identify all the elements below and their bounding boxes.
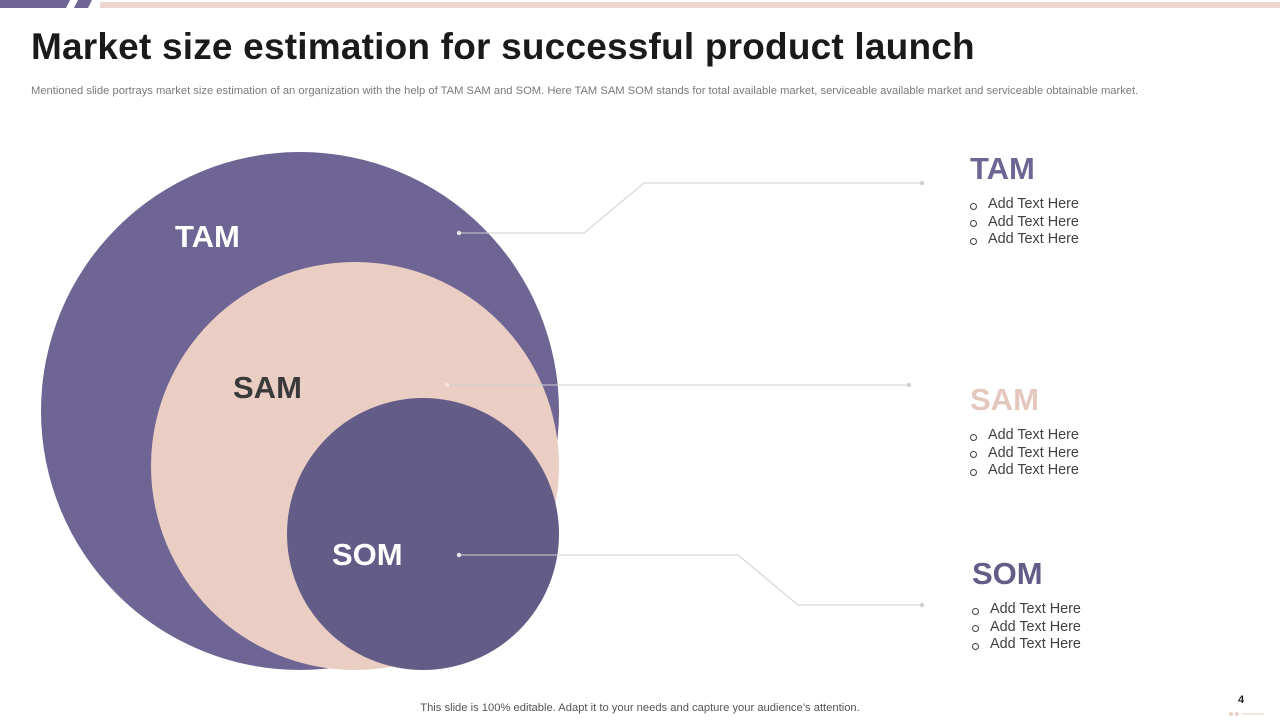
list-item-text: Add Text Here (990, 618, 1081, 635)
list-item-text: Add Text Here (988, 444, 1079, 461)
tam-heading: TAM (970, 151, 1035, 186)
page-subtitle: Mentioned slide portrays market size est… (31, 85, 1139, 97)
som-connector-dot-end (919, 602, 925, 608)
circle-bullet-icon (970, 433, 977, 441)
top-bar-dark-segment (0, 0, 70, 8)
deco-dot-1 (1229, 712, 1233, 716)
page-title: Market size estimation for successful pr… (31, 26, 975, 67)
som-connector-dot-start (456, 552, 462, 558)
list-item-text: Add Text Here (988, 462, 1079, 479)
circle-bullet-icon (972, 642, 979, 650)
list-item: Add Text Here (970, 214, 1210, 232)
sam-heading: SAM (970, 382, 1039, 417)
list-item-text: Add Text Here (988, 196, 1079, 212)
list-item: Add Text Here (970, 231, 1210, 249)
list-item-text: Add Text Here (988, 231, 1079, 248)
circle-bullet-icon (972, 607, 979, 615)
circle-bullet-icon (970, 220, 977, 228)
list-item-text: Add Text Here (990, 636, 1081, 653)
list-item: Add Text Here (972, 636, 1212, 654)
som-connector-line (459, 554, 922, 606)
sam-circle-label: SAM (233, 370, 302, 405)
tam-bullet-list: Add Text Here Add Text Here Add Text Her… (970, 196, 1210, 249)
tam-connector-dot-start (456, 230, 462, 236)
list-item: Add Text Here (970, 445, 1210, 463)
footer-text: This slide is 100% editable. Adapt it to… (420, 702, 860, 714)
list-item: Add Text Here (970, 462, 1210, 480)
circle-bullet-icon (972, 625, 979, 633)
list-item: Add Text Here (972, 601, 1212, 619)
tam-detail-block: TAM Add Text Here Add Text Here Add Text… (970, 152, 1210, 249)
sam-bullet-list: Add Text Here Add Text Here Add Text Her… (970, 427, 1210, 480)
list-item-text: Add Text Here (990, 601, 1081, 617)
sam-connector-dot-start (444, 382, 450, 388)
som-bullet-list: Add Text Here Add Text Here Add Text Her… (972, 601, 1212, 654)
sam-connector-dot-end (906, 382, 912, 388)
tam-connector-dot-end (919, 180, 925, 186)
sam-detail-block: SAM Add Text Here Add Text Here Add Text… (970, 383, 1210, 480)
list-item-text: Add Text Here (988, 427, 1079, 443)
footer-note: This slide is 100% editable. Adapt it to… (0, 702, 1280, 714)
circle-bullet-icon (970, 202, 977, 210)
circle-bullet-icon (970, 451, 977, 459)
list-item: Add Text Here (970, 427, 1210, 445)
top-bar-dark-slash (74, 0, 92, 8)
circle-bullet-icon (970, 237, 977, 245)
circle-bullet-icon (970, 468, 977, 476)
list-item: Add Text Here (972, 619, 1212, 637)
som-heading: SOM (972, 556, 1043, 591)
top-bar-light-segment (100, 2, 1280, 8)
som-circle-label: SOM (332, 537, 403, 572)
tam-connector-line (459, 182, 922, 234)
page-number-decoration (1229, 712, 1264, 716)
top-accent-bar (0, 0, 1280, 8)
list-item-text: Add Text Here (988, 213, 1079, 230)
list-item: Add Text Here (970, 196, 1210, 214)
som-circle (287, 398, 559, 670)
deco-dot-2 (1235, 712, 1239, 716)
page-number: 4 (1238, 694, 1245, 706)
tam-circle-label: TAM (175, 219, 240, 254)
som-detail-block: SOM Add Text Here Add Text Here Add Text… (972, 557, 1212, 654)
